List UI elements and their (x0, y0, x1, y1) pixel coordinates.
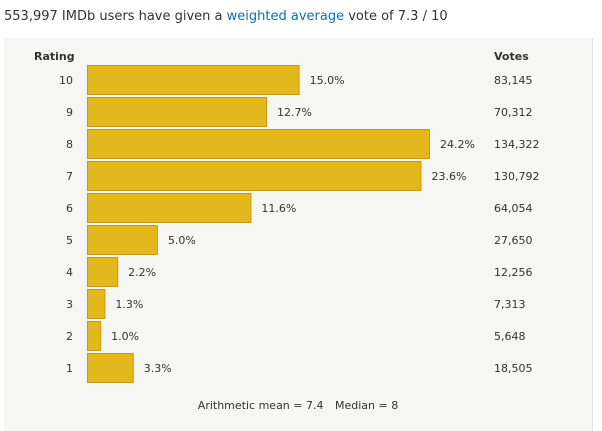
bar-rating-9 (87, 97, 268, 127)
weighted-average-link[interactable]: weighted average (226, 9, 345, 24)
rating-label-1: 1 (66, 362, 73, 375)
rating-label-6: 6 (66, 202, 73, 215)
summary-prefix: 553,997 IMDb users have given a (4, 9, 227, 24)
percent-label-5: 5.0% (168, 234, 196, 247)
bar-rating-3 (87, 289, 106, 319)
percent-label-4: 2.2% (128, 266, 156, 279)
rating-label-3: 3 (66, 298, 73, 311)
bar-rating-10 (87, 65, 300, 95)
rating-label-2: 2 (66, 330, 73, 343)
rating-label-5: 5 (66, 234, 73, 247)
bar-rating-4 (87, 257, 119, 287)
bar-rating-7 (87, 161, 422, 191)
bar-rating-8 (87, 129, 430, 159)
rating-label-8: 8 (66, 138, 73, 151)
percent-label-8: 24.2% (440, 138, 475, 151)
percent-label-7: 23.6% (431, 170, 466, 183)
rating-label-9: 9 (66, 106, 73, 119)
percent-label-6: 11.6% (261, 202, 296, 215)
rating-statistics: Arithmetic mean = 7.4 Median = 8 (0, 399, 596, 412)
votes-value-10: 83,145 (494, 74, 533, 87)
rating-label-10: 10 (59, 74, 73, 87)
votes-value-2: 5,648 (494, 330, 526, 343)
votes-value-5: 27,650 (494, 234, 533, 247)
percent-label-9: 12.7% (277, 106, 312, 119)
percent-label-2: 1.0% (111, 330, 139, 343)
rating-label-4: 4 (66, 266, 73, 279)
votes-value-7: 130,792 (494, 170, 540, 183)
rating-label-7: 7 (66, 170, 73, 183)
votes-column-header: Votes (494, 50, 529, 63)
votes-value-9: 70,312 (494, 106, 533, 119)
rating-summary: 553,997 IMDb users have given a weighted… (4, 9, 448, 24)
bar-rating-5 (87, 225, 158, 255)
summary-suffix: vote of 7.3 / 10 (344, 9, 448, 24)
rating-column-header: Rating (34, 50, 75, 63)
votes-value-1: 18,505 (494, 362, 533, 375)
bar-rating-1 (87, 353, 134, 383)
votes-value-8: 134,322 (494, 138, 540, 151)
votes-value-6: 64,054 (494, 202, 533, 215)
median: Median = 8 (334, 399, 399, 412)
votes-value-3: 7,313 (494, 298, 526, 311)
votes-value-4: 12,256 (494, 266, 533, 279)
percent-label-10: 15.0% (310, 74, 345, 87)
bar-rating-6 (87, 193, 252, 223)
percent-label-1: 3.3% (144, 362, 172, 375)
arithmetic-mean: Arithmetic mean = 7.4 (197, 399, 324, 412)
percent-label-3: 1.3% (115, 298, 143, 311)
bar-rating-2 (87, 321, 102, 351)
